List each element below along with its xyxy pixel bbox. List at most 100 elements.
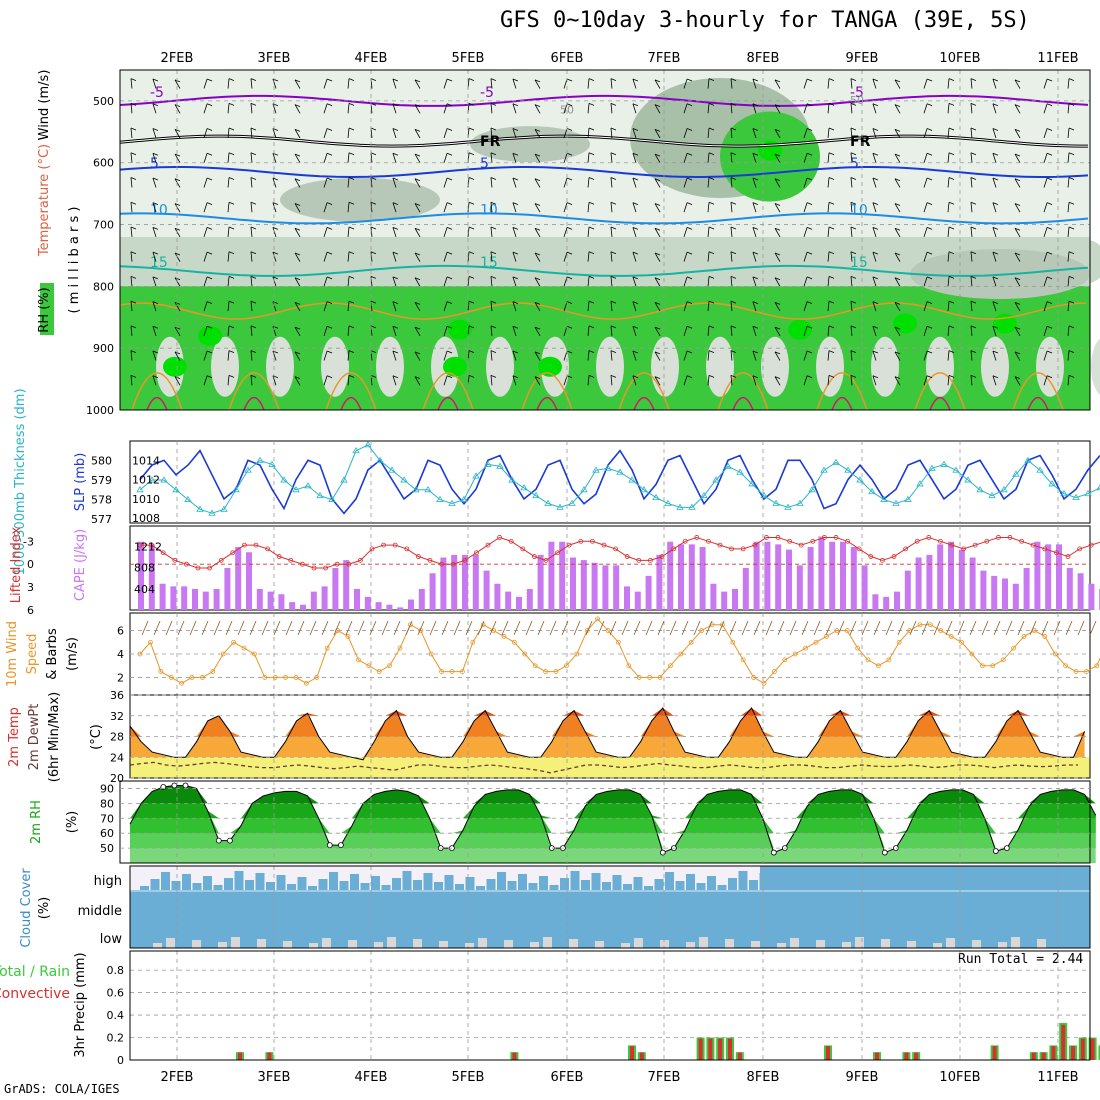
wind-barb xyxy=(250,350,253,361)
li-marker xyxy=(1019,538,1024,544)
wind-barb-10m xyxy=(993,620,1001,636)
wind-barb xyxy=(872,103,877,114)
wind-barb xyxy=(803,326,808,336)
wind-barb xyxy=(1014,79,1021,83)
cape-bar xyxy=(807,547,814,610)
wind-barb xyxy=(683,78,688,89)
li-marker xyxy=(856,546,862,552)
y-tick-label: 500 xyxy=(93,95,114,108)
contour-line-30 xyxy=(732,396,754,411)
wind-barb xyxy=(512,103,519,107)
wind-barb xyxy=(414,376,421,379)
wind-barb xyxy=(534,228,541,238)
wind-barb xyxy=(512,276,519,280)
wind-speed-marker xyxy=(740,657,746,663)
cloud-high-bar xyxy=(591,873,601,890)
wind-barb xyxy=(850,300,857,304)
li-marker xyxy=(764,535,769,540)
wind-barb-10m xyxy=(801,620,809,636)
thickness-marker xyxy=(388,466,396,473)
wind-barb xyxy=(130,276,133,287)
wind-speed-marker xyxy=(272,675,278,680)
wind-barb xyxy=(228,152,235,156)
rh-label: 50 xyxy=(850,94,864,107)
wind-speed-marker xyxy=(574,651,580,657)
cloud-high-bar xyxy=(276,875,286,890)
cloud-high-bar xyxy=(224,878,233,890)
rh-shade xyxy=(843,239,887,284)
wind-barb-10m xyxy=(981,620,989,636)
wind-barb xyxy=(752,128,759,131)
cloud-high-bar xyxy=(297,877,307,890)
thickness-marker xyxy=(904,495,912,502)
wind-barb xyxy=(948,300,955,304)
wind-barb xyxy=(203,252,208,262)
wind-barb-10m xyxy=(189,620,197,636)
wind-barb xyxy=(730,374,737,378)
cloud-high-bar xyxy=(329,872,338,890)
bottom-date-label: 2FEB xyxy=(161,1070,194,1085)
precip-convective-bar xyxy=(1031,1052,1036,1060)
thickness-marker xyxy=(232,486,240,493)
cloud-high-bar xyxy=(570,871,580,890)
wind-barb xyxy=(326,103,333,107)
cloud-low-bar xyxy=(634,938,643,948)
contour-line xyxy=(119,264,1089,277)
wind-barb xyxy=(730,375,733,386)
wind-barb xyxy=(992,252,997,262)
wind-barb xyxy=(970,152,973,163)
wind-speed-marker xyxy=(1052,651,1058,657)
wind-barb xyxy=(707,251,710,262)
cloud-low-bar xyxy=(621,943,630,948)
wind-speed-marker xyxy=(772,669,777,674)
wind-barb xyxy=(414,252,421,262)
wind-barb-10m xyxy=(153,620,161,636)
wind-barb xyxy=(468,276,475,279)
cloud-low-bar xyxy=(751,941,760,948)
wind-barb xyxy=(894,79,901,83)
li-marker xyxy=(810,538,816,544)
cape-bar xyxy=(1002,578,1008,610)
wind-speed-marker xyxy=(668,663,673,669)
wind-barb xyxy=(730,102,737,106)
wind-barb-10m xyxy=(585,620,593,636)
wind-speed-marker xyxy=(969,651,975,657)
li-marker xyxy=(415,554,421,559)
wind-barb xyxy=(130,350,133,361)
cloud-low-bar xyxy=(816,940,825,948)
wind-barb xyxy=(1068,251,1075,255)
wind-barb xyxy=(1046,251,1053,255)
wind-barb xyxy=(828,276,835,279)
wind-barb xyxy=(130,276,137,279)
wind-barb xyxy=(827,152,830,163)
li-marker xyxy=(578,538,584,544)
li-marker xyxy=(439,561,445,567)
wind-barb xyxy=(752,103,757,114)
wind-barb-10m xyxy=(297,620,305,636)
wind-barb xyxy=(752,276,759,280)
wind-barb xyxy=(348,226,355,230)
wind-speed-marker xyxy=(813,639,819,645)
precip-convective-bar xyxy=(875,1052,879,1060)
wind-barb xyxy=(534,376,541,386)
wind-barb xyxy=(970,375,973,386)
wind-speed-marker xyxy=(1094,663,1100,669)
wind-barb xyxy=(828,201,835,205)
wind-barb xyxy=(806,251,813,255)
wind-barb xyxy=(730,152,737,156)
thickness-marker xyxy=(400,476,408,483)
wind-barb xyxy=(894,351,901,355)
wind-barb xyxy=(992,301,999,304)
cape-bar xyxy=(235,547,242,610)
wind-barb xyxy=(926,375,933,379)
wind-barb xyxy=(152,350,159,354)
cloud-low-bar xyxy=(478,938,487,948)
wind-barb xyxy=(1043,252,1048,262)
wind-barb-10m xyxy=(177,620,185,636)
wind-speed-marker xyxy=(678,651,684,657)
wind-barb xyxy=(632,152,639,156)
wind-barb xyxy=(326,202,333,206)
cloud-low-bar xyxy=(881,939,890,948)
wind-barb xyxy=(392,375,399,379)
wind-barb xyxy=(348,177,355,180)
